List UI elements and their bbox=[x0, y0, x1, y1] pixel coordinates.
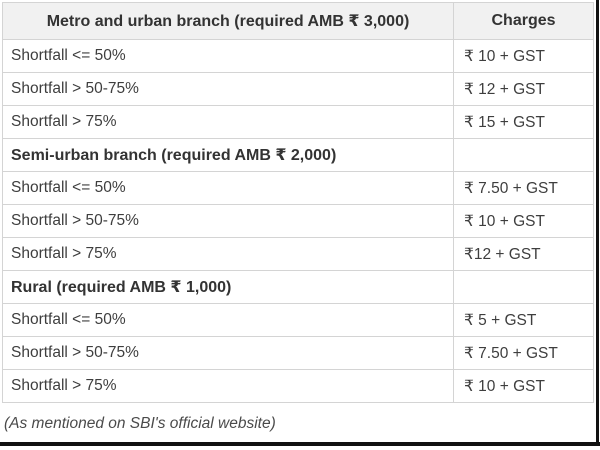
row-charge: ₹ 7.50 + GST bbox=[453, 171, 594, 205]
row-charge: ₹ 10 + GST bbox=[453, 39, 594, 73]
table-row: Shortfall > 50-75% ₹ 10 + GST bbox=[2, 204, 594, 238]
section-label: Rural (required AMB ₹ 1,000) bbox=[2, 270, 454, 304]
table-row: Shortfall > 75% ₹ 10 + GST bbox=[2, 369, 594, 403]
row-charge: ₹ 10 + GST bbox=[453, 369, 594, 403]
row-charge: ₹ 12 + GST bbox=[453, 72, 594, 106]
row-charge bbox=[453, 138, 594, 172]
bottom-edge-bar bbox=[0, 442, 600, 446]
table-row: Shortfall > 50-75% ₹ 7.50 + GST bbox=[2, 336, 594, 370]
row-label: Shortfall <= 50% bbox=[2, 303, 454, 337]
row-charge: ₹ 5 + GST bbox=[453, 303, 594, 337]
amb-charges-table: Metro and urban branch (required AMB ₹ 3… bbox=[2, 2, 594, 403]
table-body: Shortfall <= 50% ₹ 10 + GST Shortfall > 50… bbox=[2, 39, 594, 403]
row-label: Shortfall > 50-75% bbox=[2, 204, 454, 238]
section-row: Rural (required AMB ₹ 1,000) bbox=[2, 270, 594, 304]
right-edge-bar bbox=[596, 0, 599, 446]
row-label: Shortfall > 75% bbox=[2, 237, 454, 271]
section-label: Semi-urban branch (required AMB ₹ 2,000) bbox=[2, 138, 454, 172]
table-row: Shortfall > 75% ₹12 + GST bbox=[2, 237, 594, 271]
table-row: Shortfall <= 50% ₹ 7.50 + GST bbox=[2, 171, 594, 205]
table-header-row: Metro and urban branch (required AMB ₹ 3… bbox=[2, 2, 594, 40]
row-label: Shortfall <= 50% bbox=[2, 39, 454, 73]
source-note: (As mentioned on SBI's official website) bbox=[4, 415, 276, 432]
row-label: Shortfall > 50-75% bbox=[2, 336, 454, 370]
row-charge: ₹12 + GST bbox=[453, 237, 594, 271]
table-row: Shortfall <= 50% ₹ 10 + GST bbox=[2, 39, 594, 73]
table-row: Shortfall <= 50% ₹ 5 + GST bbox=[2, 303, 594, 337]
row-label: Shortfall > 75% bbox=[2, 105, 454, 139]
header-charges: Charges bbox=[453, 2, 594, 40]
row-label: Shortfall <= 50% bbox=[2, 171, 454, 205]
row-label: Shortfall > 50-75% bbox=[2, 72, 454, 106]
row-charge: ₹ 15 + GST bbox=[453, 105, 594, 139]
row-label: Shortfall > 75% bbox=[2, 369, 454, 403]
table-row: Shortfall > 50-75% ₹ 12 + GST bbox=[2, 72, 594, 106]
row-charge: ₹ 10 + GST bbox=[453, 204, 594, 238]
table-row: Shortfall > 75% ₹ 15 + GST bbox=[2, 105, 594, 139]
row-charge: ₹ 7.50 + GST bbox=[453, 336, 594, 370]
section-row: Semi-urban branch (required AMB ₹ 2,000) bbox=[2, 138, 594, 172]
header-branch-type: Metro and urban branch (required AMB ₹ 3… bbox=[2, 2, 454, 40]
row-charge bbox=[453, 270, 594, 304]
